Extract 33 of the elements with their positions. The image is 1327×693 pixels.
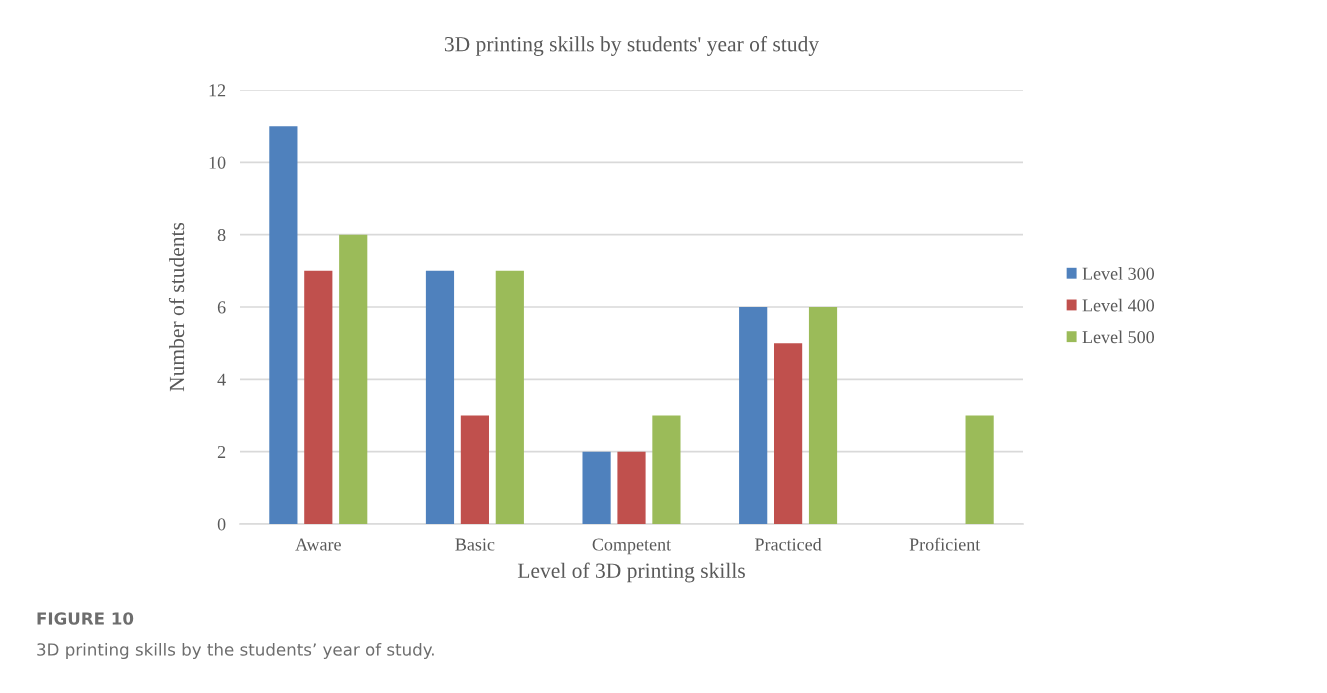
bar	[495, 270, 524, 524]
y-tick-label: 8	[217, 228, 226, 242]
legend-label: Level 400	[1082, 298, 1155, 312]
x-axis-title: Level of 3D printing skills	[517, 562, 745, 583]
bar	[739, 307, 768, 524]
y-tick-label: 2	[217, 445, 226, 458]
legend-label: Level 300	[1082, 267, 1155, 280]
y-tick-label: 12	[209, 84, 226, 97]
y-axis-title: Number of students	[168, 222, 185, 392]
legend-label: Level 500	[1082, 330, 1155, 344]
bar	[582, 451, 611, 524]
bar	[460, 415, 489, 524]
bar	[339, 234, 368, 524]
x-tick-label: Practiced	[755, 537, 822, 551]
bar	[808, 307, 838, 524]
bar	[304, 270, 333, 524]
bar	[652, 415, 681, 524]
y-tick-label: 4	[217, 373, 226, 386]
x-tick-label: Aware	[295, 538, 341, 551]
bar	[617, 451, 646, 524]
caption: FIGURE 10	[37, 612, 134, 625]
x-tick-label: Proficient	[909, 537, 981, 551]
bar	[965, 415, 994, 524]
text: 3D printing skills by the students’ year of study.	[37, 642, 434, 660]
y-tick-label: 0	[217, 518, 226, 531]
y-tick-label: 10	[209, 156, 226, 169]
x-tick-label: Basic	[455, 538, 495, 551]
bar	[425, 270, 455, 524]
y-tick-label: 6	[217, 301, 226, 314]
bar	[774, 343, 803, 524]
x-tick-label: Competent	[592, 538, 672, 555]
chart-title: 3D printing skills by students' year of study	[444, 36, 820, 56]
bar	[269, 126, 298, 524]
